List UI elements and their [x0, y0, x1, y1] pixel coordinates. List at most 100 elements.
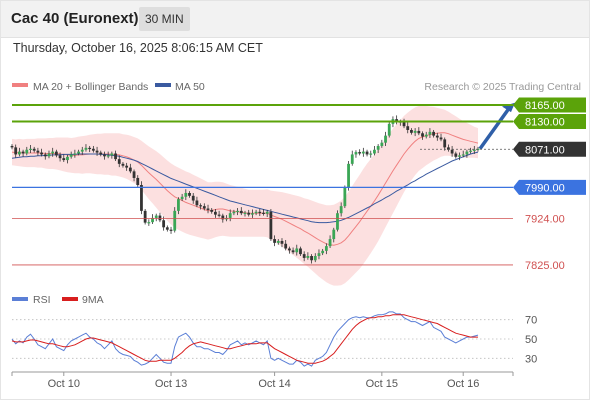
level-tag-8071.00	[513, 141, 586, 157]
price-plot	[10, 102, 515, 286]
candle-body	[43, 154, 47, 157]
rsi-plot: 70 50 30	[11, 311, 537, 367]
candle-body	[343, 187, 347, 207]
candle-body	[77, 151, 80, 154]
level-label-7924.00: 7924.00	[525, 213, 565, 225]
candle-body	[306, 256, 310, 258]
candle-body	[221, 215, 225, 220]
candle-body	[406, 126, 410, 130]
candle-body	[428, 131, 432, 135]
candle-body	[469, 150, 473, 152]
candle-body	[217, 214, 221, 216]
candle-body	[380, 142, 384, 146]
candle-body	[154, 215, 158, 218]
candle-body	[110, 153, 114, 156]
candle-body	[336, 213, 339, 230]
candle-body	[99, 152, 103, 155]
candle-body	[332, 229, 336, 240]
candle-body	[387, 123, 391, 136]
rsi-legend-swatch	[12, 297, 28, 301]
chart-datetime: Thursday, October 16, 2025 8:06:15 AM CE…	[13, 41, 263, 55]
candle-body	[147, 222, 151, 224]
candle-body	[461, 154, 465, 156]
candle-body	[17, 151, 21, 155]
candle-body	[236, 210, 240, 213]
rsi-ma-line	[11, 314, 478, 364]
rsi-legend-label: RSI	[33, 294, 51, 306]
level-tag-8165.00	[513, 97, 586, 113]
rsi-ma-legend-swatch	[62, 297, 78, 301]
candle-body	[472, 149, 476, 151]
candle-body	[310, 256, 313, 261]
candle-body	[239, 210, 243, 214]
candle-body	[69, 154, 73, 157]
price-levels: 8165.00 8130.00 8071.00 7990.00 7924.00 7825.…	[12, 97, 586, 272]
candle-body	[40, 152, 43, 155]
candle-body	[276, 240, 280, 243]
candle-body	[376, 145, 380, 150]
candle-body	[247, 212, 251, 215]
candle-body	[140, 185, 143, 211]
chart-header: Cac 40 (Euronext) 30 MIN	[0, 0, 590, 38]
timeframe-button[interactable]: 30 MIN	[139, 7, 190, 31]
candle-body	[269, 211, 273, 240]
candle-body	[280, 240, 284, 244]
candle-body	[125, 165, 129, 168]
forecast-arrow-shaft	[478, 108, 510, 150]
candle-body	[328, 239, 332, 247]
candle-body	[299, 248, 302, 255]
candle-body	[373, 149, 376, 154]
candle-body	[384, 135, 387, 143]
candle-body	[450, 149, 454, 154]
time-label-Oct-13: Oct 13	[155, 378, 187, 390]
candle-body	[284, 243, 288, 249]
candle-body	[66, 156, 69, 161]
candle-body	[169, 229, 173, 231]
rsi-line	[11, 311, 479, 367]
candle-body	[191, 195, 195, 201]
candle-body	[128, 167, 132, 172]
candle-body	[421, 133, 424, 137]
candle-body	[324, 246, 328, 251]
candle-body	[447, 147, 450, 150]
candle-body	[32, 148, 36, 151]
candle-body	[91, 148, 95, 151]
candle-body	[432, 131, 436, 136]
candle-body	[73, 153, 77, 155]
candle-body	[443, 139, 447, 148]
candle-body	[202, 206, 206, 209]
rsi-tick-30: 30	[525, 353, 537, 365]
candle-body	[313, 256, 317, 261]
candle-body	[439, 137, 443, 140]
candle-body	[347, 163, 350, 188]
level-label-8165.00: 8165.00	[525, 100, 565, 112]
candle-body	[262, 212, 265, 214]
candle-body	[291, 250, 295, 253]
candle-body	[417, 130, 421, 134]
candle-body	[151, 217, 154, 223]
candle-body	[188, 192, 191, 196]
time-label-Oct-14: Oct 14	[258, 378, 290, 390]
candle-body	[180, 196, 184, 200]
candle-body	[14, 147, 18, 155]
candle-body	[36, 150, 40, 153]
candle-body	[10, 145, 14, 148]
level-label-8071.00: 8071.00	[525, 144, 565, 156]
candle-body	[228, 213, 232, 218]
candle-body	[25, 149, 29, 154]
candle-body	[184, 192, 188, 197]
ma20-legend-swatch	[12, 83, 28, 87]
candle-body	[339, 206, 343, 214]
candle-body	[317, 253, 321, 257]
candle-body	[47, 153, 51, 157]
instrument-title: Cac 40 (Euronext)	[11, 10, 139, 27]
candle-body	[410, 129, 413, 133]
candle-body	[88, 147, 92, 150]
candle-body	[465, 151, 469, 155]
ma20-legend-label: MA 20 + Bollinger Bands	[33, 81, 148, 93]
candle-body	[165, 227, 169, 230]
candle-body	[54, 151, 58, 156]
candle-body	[114, 153, 117, 160]
candle-body	[424, 134, 428, 137]
